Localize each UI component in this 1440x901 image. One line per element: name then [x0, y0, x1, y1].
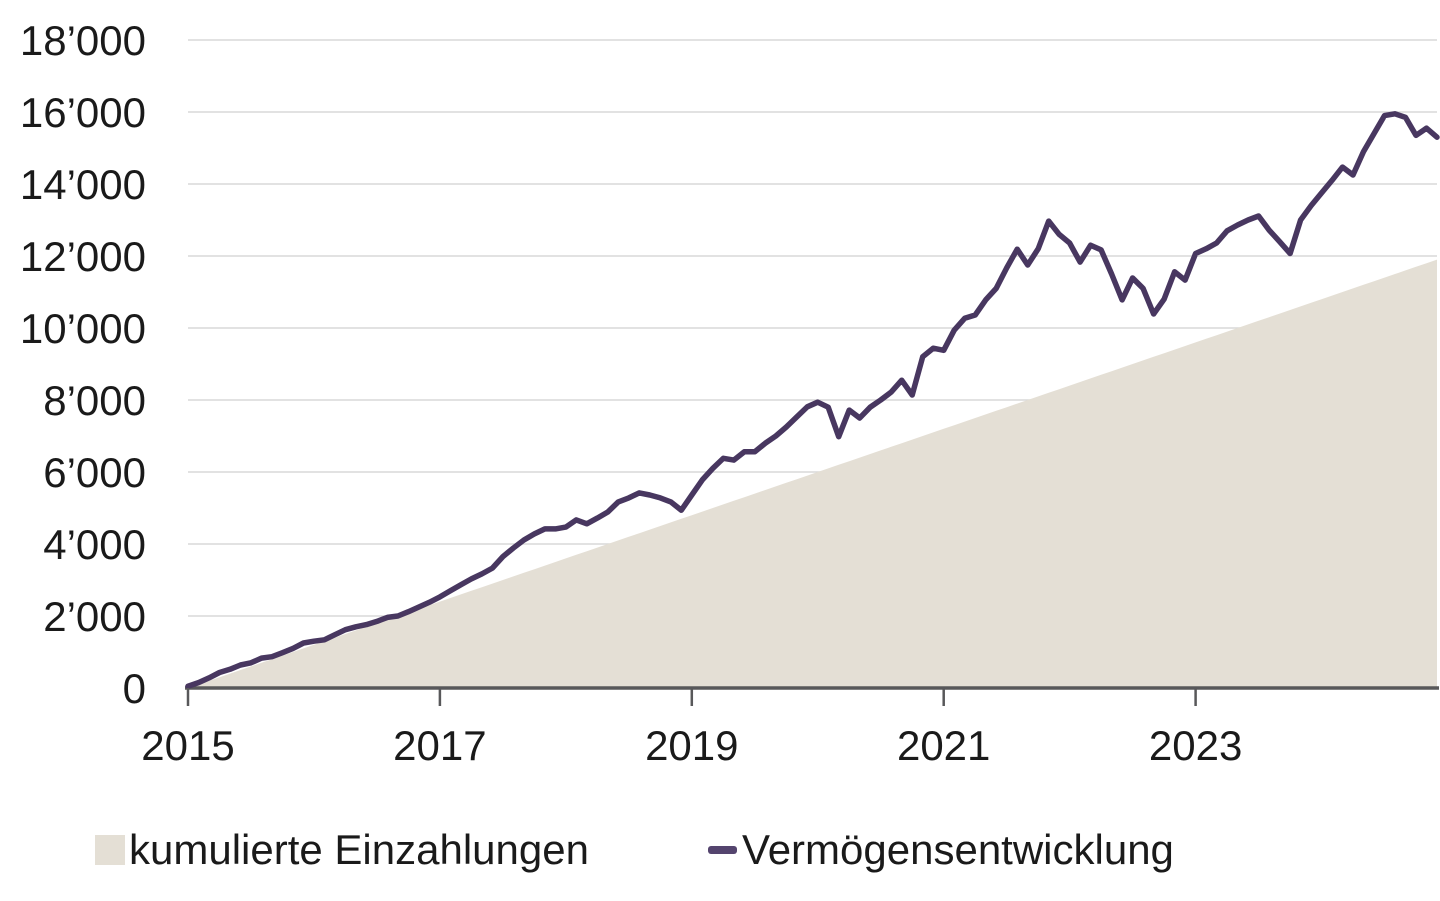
x-tick-label: 2019 [645, 722, 738, 769]
chart-legend: kumulierte Einzahlungen Vermögensentwick… [0, 828, 1440, 876]
y-tick-label: 12’000 [20, 233, 146, 280]
x-tick-label: 2015 [141, 722, 234, 769]
portfolio-value-line-series [185, 111, 1440, 689]
x-tick-label: 2017 [393, 722, 486, 769]
y-tick-label: 4’000 [43, 521, 146, 568]
deposits-area-swatch-icon [95, 835, 125, 865]
y-tick-label: 0 [123, 665, 146, 712]
y-tick-label: 6’000 [43, 449, 146, 496]
y-tick-label: 10’000 [20, 305, 146, 352]
deposits-area-series [188, 259, 1437, 688]
legend-item-deposits: kumulierte Einzahlungen [95, 828, 589, 872]
y-tick-label: 16’000 [20, 89, 146, 136]
y-tick-label: 14’000 [20, 161, 146, 208]
chart-canvas: 2015 2017 2019 2021 2023 0 2’000 4’000 6’000 8’00… [20, 17, 1440, 769]
legend-label-deposits: kumulierte Einzahlungen [129, 826, 589, 873]
legend-label-portfolio: Vermögensentwicklung [742, 826, 1174, 873]
portfolio-line-swatch-icon [708, 846, 737, 854]
y-tick-label: 8’000 [43, 377, 146, 424]
x-tick-label: 2021 [897, 722, 990, 769]
legend-item-portfolio: Vermögensentwicklung [708, 828, 1174, 872]
x-tick-label: 2023 [1149, 722, 1242, 769]
y-tick-label: 18’000 [20, 17, 146, 64]
y-tick-label: 2’000 [43, 593, 146, 640]
